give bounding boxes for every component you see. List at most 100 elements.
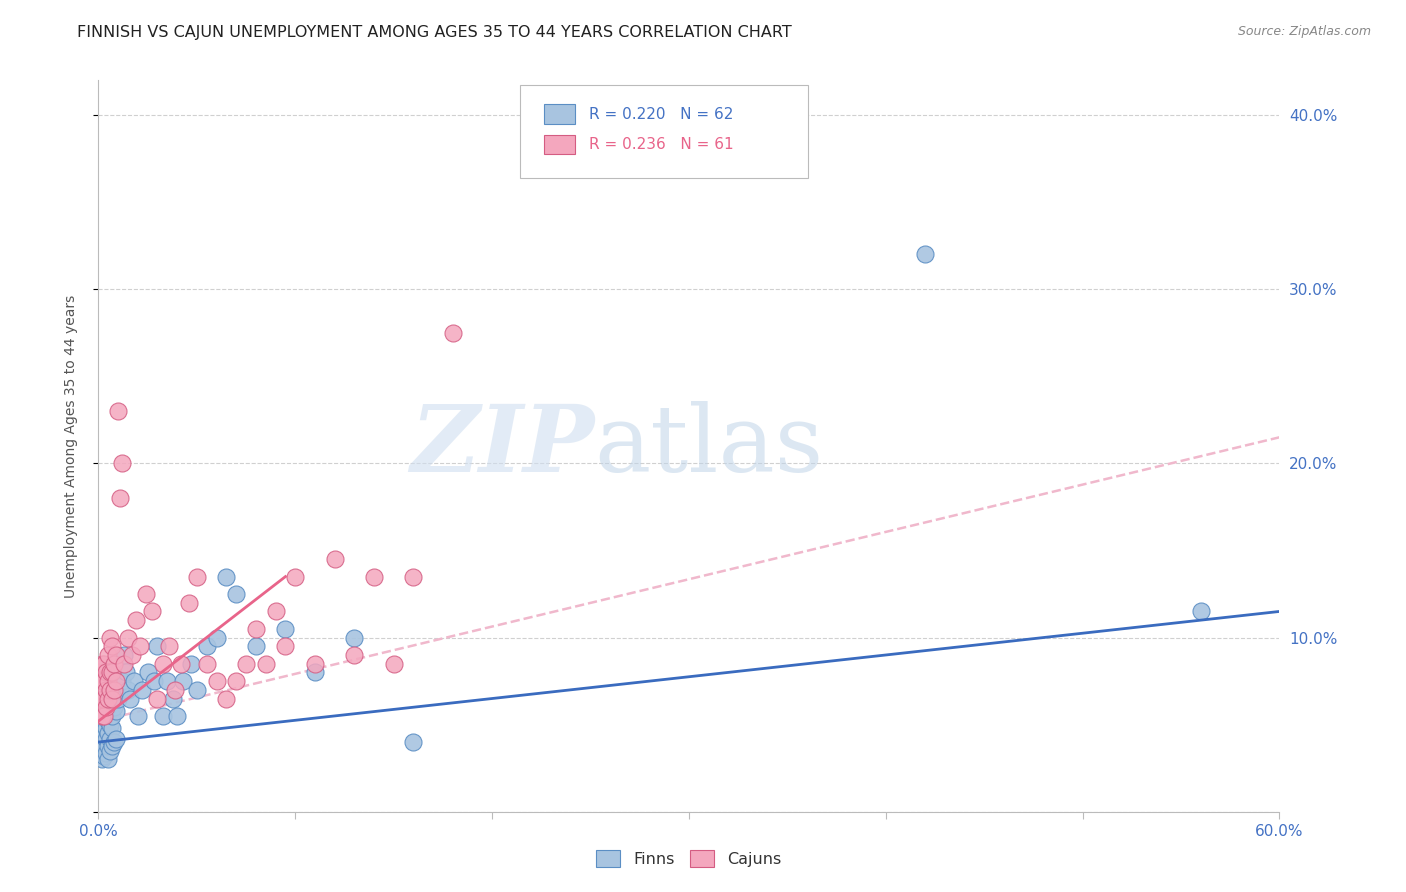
Point <box>91 731 114 746</box>
Point <box>93 657 115 671</box>
Point <box>157 640 180 654</box>
Point <box>914 247 936 261</box>
Point <box>105 704 128 718</box>
Point <box>96 709 118 723</box>
Point <box>97 739 120 753</box>
Point <box>186 569 208 583</box>
Point <box>141 604 163 618</box>
Point <box>98 631 121 645</box>
Point <box>93 749 115 764</box>
Point <box>111 674 134 689</box>
Point <box>97 691 120 706</box>
Point <box>165 682 187 697</box>
Point <box>172 674 194 689</box>
Y-axis label: Unemployment Among Ages 35 to 44 years: Unemployment Among Ages 35 to 44 years <box>63 294 77 598</box>
Point <box>101 709 124 723</box>
Legend: Finns, Cajuns: Finns, Cajuns <box>591 844 787 873</box>
Text: Source: ZipAtlas.com: Source: ZipAtlas.com <box>1237 25 1371 38</box>
Point <box>101 665 124 680</box>
Point <box>441 326 464 340</box>
Point <box>205 631 228 645</box>
Point <box>103 657 125 671</box>
Point <box>136 665 159 680</box>
Point <box>93 728 115 742</box>
Point <box>117 631 139 645</box>
Point <box>254 657 277 671</box>
Point <box>98 731 121 746</box>
Point <box>103 735 125 749</box>
Point <box>97 752 120 766</box>
Point <box>91 674 114 689</box>
Point <box>135 587 157 601</box>
Point <box>205 674 228 689</box>
Point <box>98 665 121 680</box>
Point <box>121 648 143 662</box>
Point <box>91 721 114 735</box>
Point <box>215 569 238 583</box>
Point <box>108 491 131 506</box>
Point <box>195 657 218 671</box>
Point <box>97 674 120 689</box>
Point <box>156 674 179 689</box>
Point <box>97 700 120 714</box>
Point <box>264 604 287 618</box>
Point <box>115 665 138 680</box>
Point <box>170 657 193 671</box>
Point <box>105 731 128 746</box>
Point <box>105 648 128 662</box>
Point <box>225 674 247 689</box>
Point <box>128 640 150 654</box>
Point <box>402 735 425 749</box>
Point <box>117 682 139 697</box>
Point <box>118 691 141 706</box>
Point <box>152 709 174 723</box>
Text: atlas: atlas <box>595 401 824 491</box>
Point <box>382 657 405 671</box>
Point <box>402 569 425 583</box>
Point <box>125 613 148 627</box>
Point <box>89 700 111 714</box>
Point <box>177 596 200 610</box>
Point <box>363 569 385 583</box>
Point <box>323 552 346 566</box>
Point <box>101 739 124 753</box>
Point <box>343 648 366 662</box>
Point <box>93 739 115 753</box>
Point <box>97 648 120 662</box>
Point <box>96 682 118 697</box>
Point <box>127 709 149 723</box>
Point <box>93 717 115 731</box>
Point <box>93 674 115 689</box>
Point <box>98 682 121 697</box>
Point <box>107 404 129 418</box>
Point <box>103 682 125 697</box>
Point <box>93 707 115 722</box>
Point <box>112 648 135 662</box>
Point <box>96 665 118 680</box>
Point <box>343 631 366 645</box>
Point <box>96 700 118 714</box>
Point <box>101 691 124 706</box>
Point <box>152 657 174 671</box>
Point <box>225 587 247 601</box>
Point <box>89 682 111 697</box>
Point <box>215 691 238 706</box>
Point <box>274 622 297 636</box>
Text: ZIP: ZIP <box>411 401 595 491</box>
Point <box>89 735 111 749</box>
Point <box>96 731 118 746</box>
Point <box>195 640 218 654</box>
Text: R = 0.236   N = 61: R = 0.236 N = 61 <box>589 137 734 152</box>
Point <box>97 714 120 728</box>
Point <box>146 691 169 706</box>
Point <box>146 640 169 654</box>
Point <box>91 691 114 706</box>
Point <box>112 657 135 671</box>
Point <box>162 691 184 706</box>
Point <box>101 721 124 735</box>
Point <box>142 674 165 689</box>
Text: R = 0.220   N = 62: R = 0.220 N = 62 <box>589 107 734 121</box>
Point <box>245 622 267 636</box>
Point <box>235 657 257 671</box>
Point <box>101 640 124 654</box>
